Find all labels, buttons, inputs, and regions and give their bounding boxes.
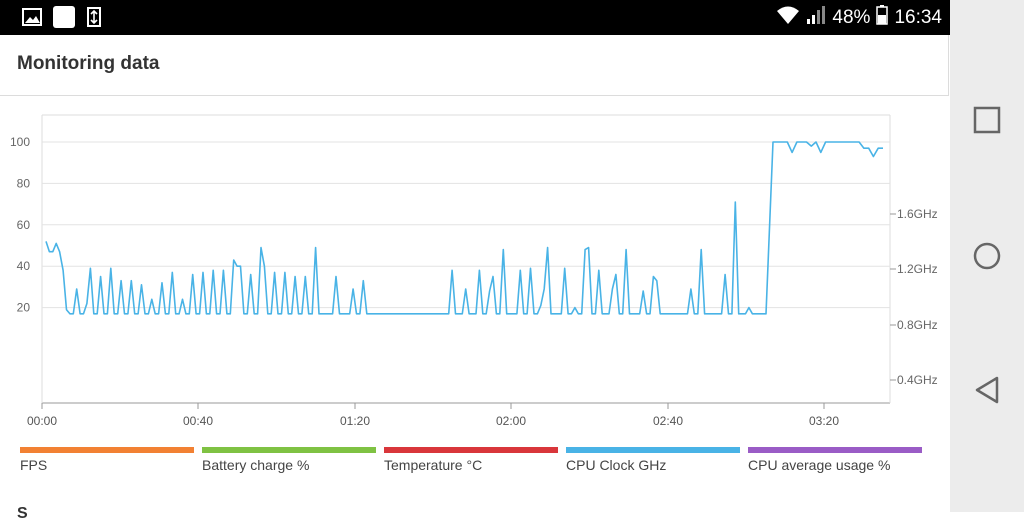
- series-line-cpu-clock: [45, 141, 883, 315]
- legend-item[interactable]: Battery charge %: [202, 447, 376, 473]
- legend-color-swatch: [202, 447, 376, 453]
- battery-percent: 48%: [832, 6, 871, 28]
- y-left-tick-label: 60: [17, 218, 31, 232]
- x-tick-label: 00:40: [183, 414, 213, 428]
- legend-color-swatch: [20, 447, 194, 453]
- legend-item[interactable]: CPU Clock GHz: [566, 447, 740, 473]
- x-tick-label: 02:00: [496, 414, 526, 428]
- back-button[interactable]: [950, 360, 1024, 420]
- wifi-icon: [776, 5, 800, 31]
- legend-label: CPU Clock GHz: [566, 457, 667, 473]
- y-left-tick-label: 40: [17, 259, 31, 273]
- monitoring-card: Monitoring data 100 80 60 40 20 1.6GHz 1.2GHz 0…: [0, 35, 950, 522]
- y-left-tick-label: 80: [17, 176, 31, 190]
- battery-icon: [876, 4, 889, 31]
- square-icon: [973, 106, 1001, 134]
- y-right-tick-label: 1.6GHz: [897, 207, 938, 221]
- y-right-tick-label: 0.4GHz: [897, 373, 938, 387]
- chart-legend: FPS Battery charge % Temperature °C CPU Clo…: [20, 447, 930, 477]
- clock: 16:34: [894, 6, 942, 28]
- legend-label: FPS: [20, 457, 48, 473]
- usb-debug-icon: [86, 7, 102, 32]
- section-title-partial: S: [17, 505, 28, 522]
- x-tick-label: 03:20: [809, 414, 839, 428]
- legend-color-swatch: [566, 447, 740, 453]
- y-left-tick-label: 20: [17, 301, 31, 315]
- monitoring-chart: 100 80 60 40 20 1.6GHz 1.2GHz 0.8GHz 0.4GHz 00:00…: [10, 114, 938, 428]
- back-triangle-icon: [975, 376, 999, 404]
- y-right-tick-label: 1.2GHz: [897, 262, 938, 276]
- legend-label: Temperature °C: [384, 457, 483, 473]
- y-left-tick-label: 100: [10, 135, 30, 149]
- x-tick-label: 00:00: [27, 414, 57, 428]
- x-tick-label: 02:40: [653, 414, 683, 428]
- legend-item[interactable]: Temperature °C: [384, 447, 558, 473]
- app-icon: [52, 5, 76, 34]
- gallery-icon: [22, 8, 42, 31]
- card-header: Monitoring data: [0, 35, 949, 96]
- legend-label: Battery charge %: [202, 457, 310, 473]
- legend-color-swatch: [748, 447, 922, 453]
- recent-apps-button[interactable]: [950, 90, 1024, 150]
- navigation-bar: [950, 0, 1024, 512]
- home-button[interactable]: [950, 226, 1024, 286]
- x-tick-label: 01:20: [340, 414, 370, 428]
- legend-color-swatch: [384, 447, 558, 453]
- legend-item[interactable]: FPS: [20, 447, 194, 473]
- circle-icon: [973, 242, 1001, 270]
- y-right-tick-label: 0.8GHz: [897, 318, 938, 332]
- signal-icon: [806, 5, 826, 31]
- page-title: Monitoring data: [17, 53, 160, 74]
- status-bar: 48% 16:34: [0, 0, 950, 35]
- legend-item[interactable]: CPU average usage %: [748, 447, 922, 473]
- legend-label: CPU average usage %: [748, 457, 891, 473]
